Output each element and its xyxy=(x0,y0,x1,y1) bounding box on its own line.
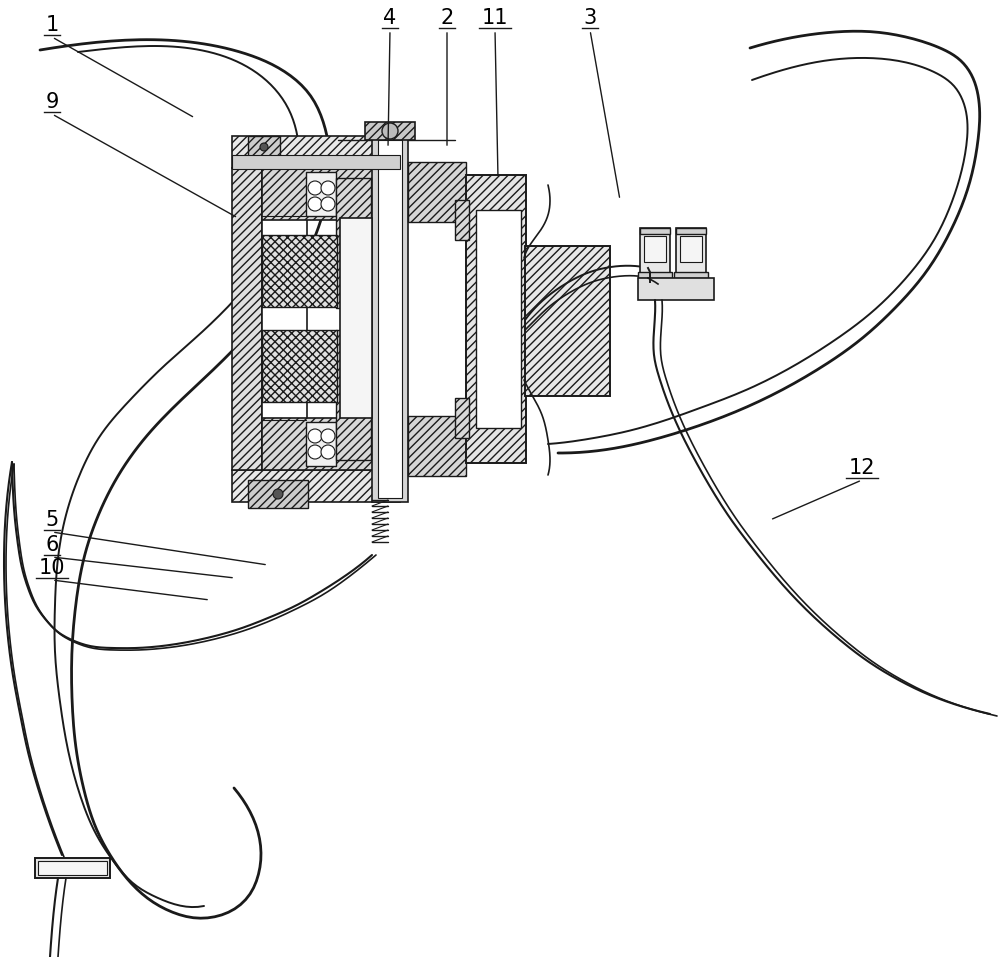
Text: 1: 1 xyxy=(45,15,59,35)
Circle shape xyxy=(260,143,268,151)
Circle shape xyxy=(382,123,398,139)
Polygon shape xyxy=(248,480,308,508)
Polygon shape xyxy=(340,218,372,418)
Polygon shape xyxy=(336,178,371,308)
Polygon shape xyxy=(640,228,670,274)
Polygon shape xyxy=(674,272,708,278)
Polygon shape xyxy=(455,398,469,438)
Polygon shape xyxy=(306,172,336,216)
Text: 10: 10 xyxy=(39,558,65,578)
Polygon shape xyxy=(466,175,526,463)
Polygon shape xyxy=(336,330,371,460)
Circle shape xyxy=(308,197,322,211)
Polygon shape xyxy=(262,235,337,307)
Polygon shape xyxy=(640,228,670,234)
Polygon shape xyxy=(262,178,307,460)
Text: 3: 3 xyxy=(583,8,597,28)
Polygon shape xyxy=(408,416,466,476)
Text: 5: 5 xyxy=(45,510,59,530)
Circle shape xyxy=(273,489,283,499)
Polygon shape xyxy=(306,422,336,466)
Polygon shape xyxy=(262,418,382,470)
Text: 4: 4 xyxy=(383,8,397,28)
Polygon shape xyxy=(372,136,408,502)
Polygon shape xyxy=(408,162,466,222)
Polygon shape xyxy=(232,136,400,168)
Circle shape xyxy=(308,445,322,459)
Text: 2: 2 xyxy=(440,8,454,28)
Polygon shape xyxy=(455,200,469,240)
Polygon shape xyxy=(365,122,415,140)
Circle shape xyxy=(321,445,335,459)
Polygon shape xyxy=(676,228,706,234)
Circle shape xyxy=(308,429,322,443)
Polygon shape xyxy=(476,210,521,428)
Text: 9: 9 xyxy=(45,92,59,112)
Polygon shape xyxy=(35,858,110,878)
Polygon shape xyxy=(38,861,107,875)
Polygon shape xyxy=(680,236,702,262)
Text: 12: 12 xyxy=(849,458,875,478)
Polygon shape xyxy=(525,246,610,396)
Polygon shape xyxy=(644,236,666,262)
Polygon shape xyxy=(232,155,400,169)
Polygon shape xyxy=(638,278,714,300)
Circle shape xyxy=(321,429,335,443)
Circle shape xyxy=(308,181,322,195)
Circle shape xyxy=(321,181,335,195)
Polygon shape xyxy=(248,136,280,158)
Polygon shape xyxy=(232,470,400,502)
Polygon shape xyxy=(378,140,402,498)
Text: 6: 6 xyxy=(45,535,59,555)
Polygon shape xyxy=(262,168,382,220)
Polygon shape xyxy=(232,168,262,470)
Polygon shape xyxy=(638,272,672,278)
Text: 11: 11 xyxy=(482,8,508,28)
Circle shape xyxy=(321,197,335,211)
Polygon shape xyxy=(262,330,337,402)
Polygon shape xyxy=(676,228,706,274)
